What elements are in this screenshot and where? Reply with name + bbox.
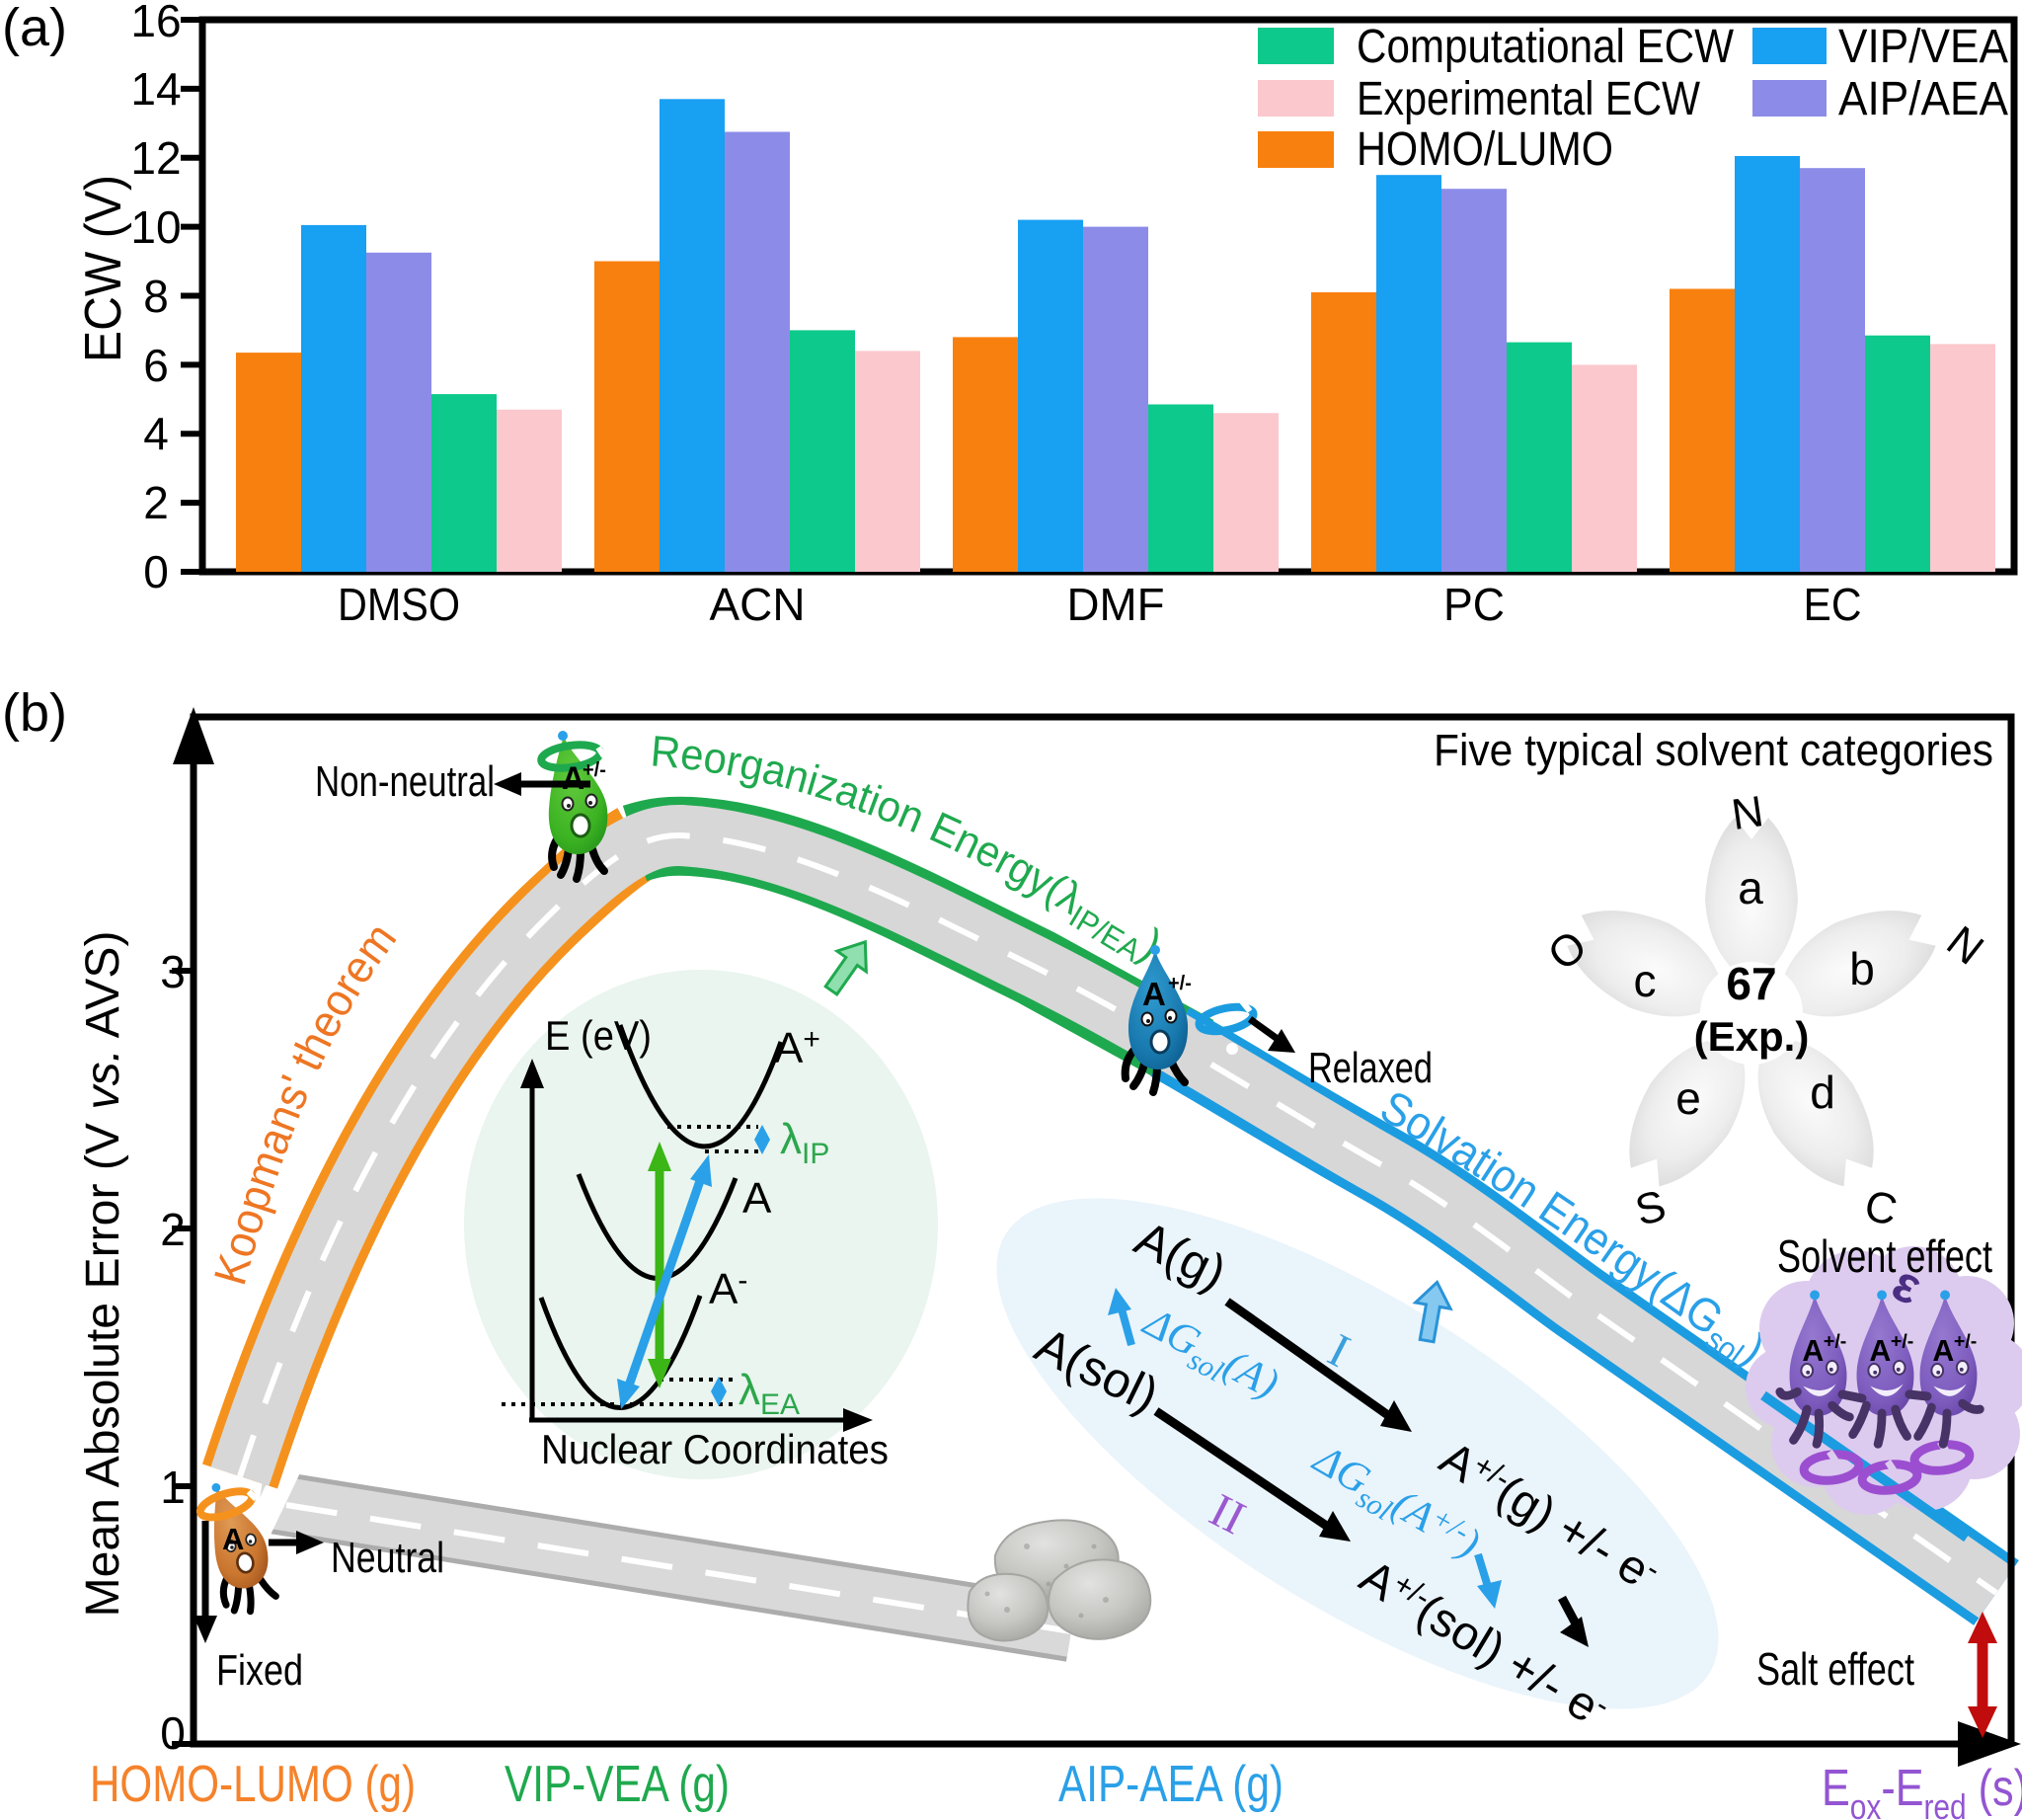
svg-text:c: c [1634,955,1657,1006]
svg-text:Solvent effect: Solvent effect [1777,1230,1992,1282]
svg-text:d: d [1810,1067,1835,1118]
svg-text:4: 4 [143,408,169,459]
svg-text:Relaxed: Relaxed [1308,1044,1433,1092]
svg-text:DMF: DMF [1067,579,1165,630]
svg-text:Salt effect: Salt effect [1756,1643,1914,1695]
svg-text:+/-: +/- [1824,1330,1846,1352]
svg-text:8: 8 [143,271,169,322]
svg-text:VIP/VEA: VIP/VEA [1838,21,2008,73]
svg-text:VIP-VEA (g): VIP-VEA (g) [505,1756,730,1813]
svg-text:PC: PC [1443,579,1505,630]
svg-text:HOMO-LUMO (g): HOMO-LUMO (g) [90,1756,416,1813]
svg-text:A: A [1802,1334,1824,1368]
svg-text:10: 10 [130,201,181,253]
svg-text:Nuclear Coordinates: Nuclear Coordinates [541,1426,889,1472]
svg-text:+/-: +/- [1168,973,1192,994]
svg-text:HOMO/LUMO: HOMO/LUMO [1357,123,1613,176]
svg-text:DMSO: DMSO [338,579,460,630]
svg-text:+/-: +/- [583,759,606,781]
svg-text:N: N [1729,787,1766,839]
svg-text:A: A [1869,1334,1891,1368]
svg-text:Non-neutral: Non-neutral [315,757,495,806]
svg-text:b: b [1849,943,1875,994]
svg-text:Experimental ECW: Experimental ECW [1357,73,1701,125]
svg-text:2: 2 [143,477,169,528]
svg-text:A: A [562,760,584,796]
svg-text:(a): (a) [2,0,67,57]
svg-text:A: A [1932,1334,1954,1368]
svg-text:AIP/AEA: AIP/AEA [1838,73,2008,125]
svg-text:(Exp.): (Exp.) [1694,1013,1810,1060]
svg-text:Neutral: Neutral [331,1534,444,1582]
svg-text:0: 0 [143,546,169,597]
svg-text:e: e [1675,1072,1701,1124]
svg-text:1: 1 [160,1462,186,1513]
svg-text:16: 16 [130,0,181,46]
svg-text:Mean Absolute Error (V vs. AVS: Mean Absolute Error (V vs. AVS) [77,931,129,1618]
svg-text:6: 6 [143,340,169,391]
svg-text:2: 2 [160,1204,186,1255]
svg-text:AIP-AEA (g): AIP-AEA (g) [1058,1756,1283,1813]
svg-text:+/-: +/- [1954,1330,1977,1352]
svg-text:3: 3 [160,946,186,997]
svg-text:Fixed: Fixed [216,1646,303,1695]
svg-text:ECW (V): ECW (V) [75,175,132,362]
svg-text:ACN: ACN [710,579,806,630]
svg-text:12: 12 [130,132,181,184]
svg-text:A: A [1142,976,1166,1012]
svg-text:Five typical solvent categorie: Five typical solvent categories [1434,725,1993,775]
svg-text:A: A [742,1174,772,1223]
svg-text:E (eV): E (eV) [545,1012,652,1059]
svg-text:a: a [1738,862,1763,913]
svg-text:14: 14 [130,63,181,115]
svg-text:EC: EC [1804,579,1862,630]
svg-text:67: 67 [1726,958,1776,1009]
svg-text:+/-: +/- [1891,1330,1913,1352]
svg-text:Computational ECW: Computational ECW [1357,21,1735,73]
svg-text:(b): (b) [2,683,67,743]
svg-text:A: A [222,1522,244,1556]
svg-text:0: 0 [160,1707,186,1759]
